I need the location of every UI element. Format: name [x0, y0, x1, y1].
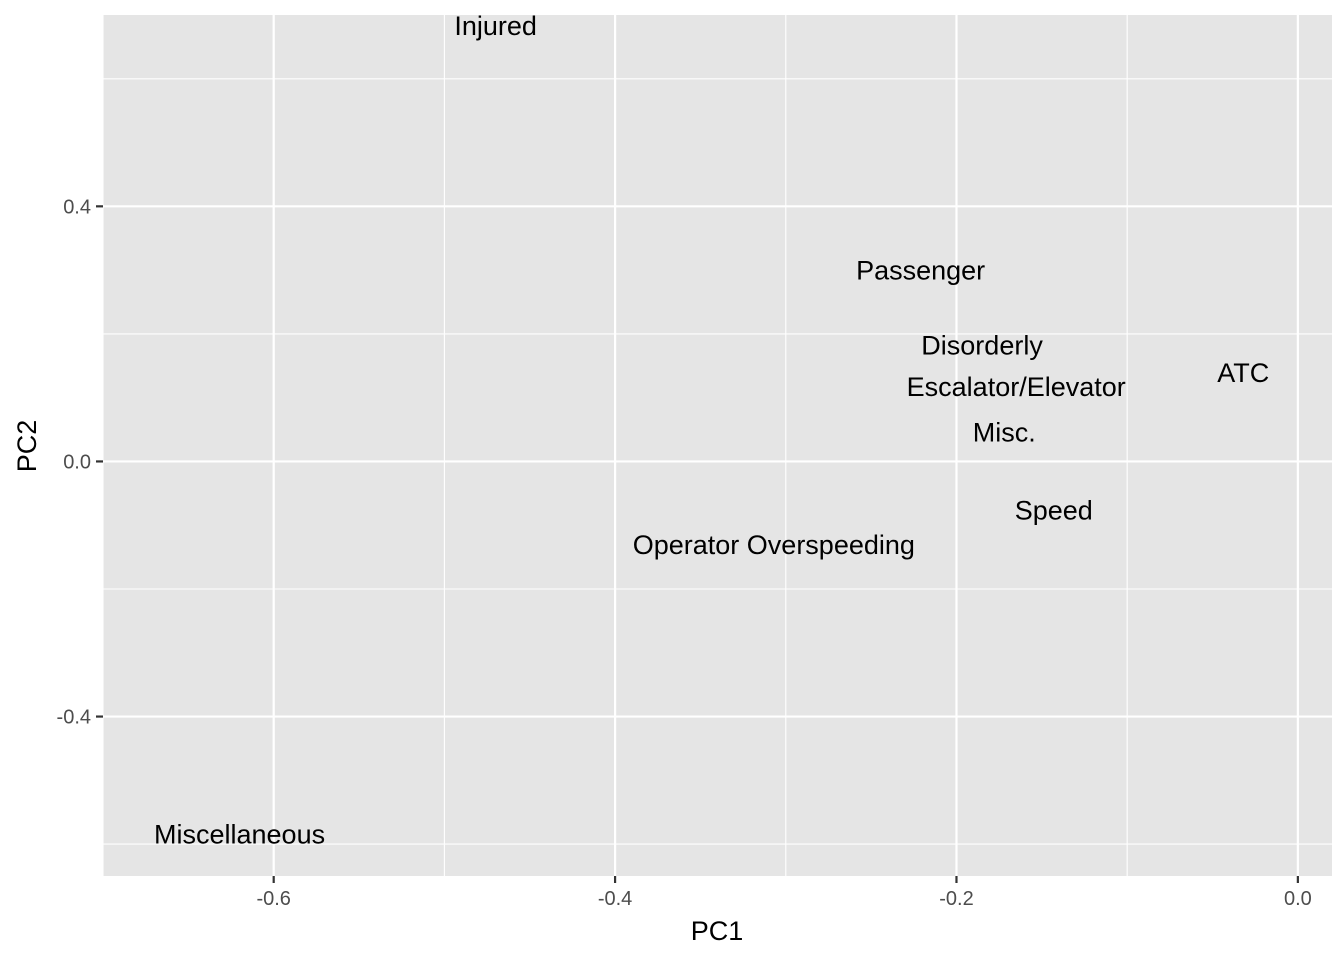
- point-label-0: Injured: [454, 11, 537, 41]
- y-axis-title: PC2: [12, 420, 42, 473]
- y-tick-label-1: 0.0: [63, 451, 91, 473]
- x-tick-label-0: -0.6: [256, 888, 290, 910]
- y-tick-label-0: 0.4: [63, 196, 91, 218]
- point-label-2: Disorderly: [921, 330, 1043, 360]
- major-gridlines: [103, 15, 1332, 876]
- x-tick-label-2: -0.2: [939, 888, 973, 910]
- point-label-7: Operator Overspeeding: [633, 530, 915, 560]
- point-labels: Injured Passenger Disorderly ATC Escalator/E…: [154, 11, 1269, 850]
- point-label-6: Speed: [1015, 496, 1093, 526]
- point-label-3: ATC: [1217, 358, 1269, 388]
- x-axis: -0.6 -0.4 -0.2 0.0: [256, 876, 1312, 910]
- x-tick-label-1: -0.4: [598, 888, 632, 910]
- point-label-5: Misc.: [973, 418, 1036, 448]
- minor-gridlines: [102, 15, 1332, 876]
- x-axis-title: PC1: [691, 916, 744, 946]
- plot-panel: [103, 15, 1332, 876]
- x-tick-label-3: 0.0: [1284, 888, 1312, 910]
- point-label-1: Passenger: [856, 256, 985, 286]
- point-label-4: Escalator/Elevator: [907, 372, 1126, 402]
- point-label-8: Miscellaneous: [154, 820, 325, 850]
- y-axis: 0.4 0.0 -0.4: [57, 196, 103, 729]
- y-tick-label-2: -0.4: [57, 707, 91, 729]
